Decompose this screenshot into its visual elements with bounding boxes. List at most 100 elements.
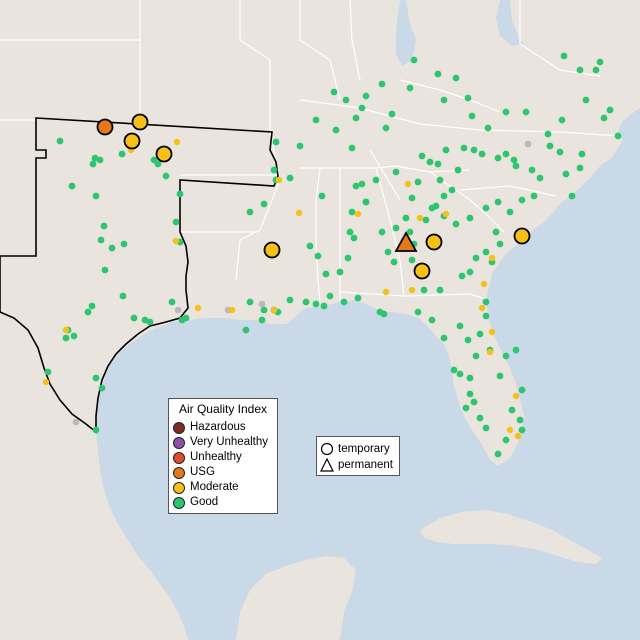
good-site-marker[interactable] xyxy=(556,148,564,156)
good-site-marker[interactable] xyxy=(436,176,444,184)
good-site-marker[interactable] xyxy=(428,204,436,212)
good-site-marker[interactable] xyxy=(442,146,450,154)
moderate-site-marker[interactable] xyxy=(404,180,412,188)
good-site-marker[interactable] xyxy=(378,228,386,236)
moderate-site-marker[interactable] xyxy=(512,392,520,400)
good-site-marker[interactable] xyxy=(92,374,100,382)
good-site-marker[interactable] xyxy=(440,192,448,200)
good-site-marker[interactable] xyxy=(362,198,370,206)
good-site-marker[interactable] xyxy=(512,162,520,170)
good-site-marker[interactable] xyxy=(466,268,474,276)
moderate-site-marker[interactable] xyxy=(488,328,496,336)
good-site-marker[interactable] xyxy=(496,240,504,248)
good-site-marker[interactable] xyxy=(258,316,266,324)
good-site-marker[interactable] xyxy=(476,414,484,422)
good-site-marker[interactable] xyxy=(414,178,422,186)
good-site-marker[interactable] xyxy=(466,214,474,222)
no-data-site-marker[interactable] xyxy=(72,418,80,426)
good-site-marker[interactable] xyxy=(302,298,310,306)
good-site-marker[interactable] xyxy=(408,256,416,264)
moderate-site-marker[interactable] xyxy=(382,288,390,296)
moderate-site-marker[interactable] xyxy=(228,306,236,314)
good-site-marker[interactable] xyxy=(536,174,544,182)
good-site-marker[interactable] xyxy=(592,66,600,74)
good-site-marker[interactable] xyxy=(420,286,428,294)
good-site-marker[interactable] xyxy=(168,298,176,306)
good-site-marker[interactable] xyxy=(414,308,422,316)
good-site-marker[interactable] xyxy=(322,270,330,278)
good-site-marker[interactable] xyxy=(100,222,108,230)
good-site-marker[interactable] xyxy=(484,124,492,132)
good-site-marker[interactable] xyxy=(326,292,334,300)
good-site-marker[interactable] xyxy=(392,224,400,232)
good-site-marker[interactable] xyxy=(506,208,514,216)
moderate-site-marker[interactable] xyxy=(354,210,362,218)
good-site-marker[interactable] xyxy=(464,94,472,102)
good-site-marker[interactable] xyxy=(510,156,518,164)
good-site-marker[interactable] xyxy=(466,374,474,382)
good-site-marker[interactable] xyxy=(494,450,502,458)
good-site-marker[interactable] xyxy=(518,386,526,394)
good-site-marker[interactable] xyxy=(344,254,352,262)
good-site-marker[interactable] xyxy=(312,300,320,308)
good-site-marker[interactable] xyxy=(518,426,526,434)
good-site-marker[interactable] xyxy=(92,192,100,200)
good-site-marker[interactable] xyxy=(546,142,554,150)
good-site-marker[interactable] xyxy=(434,70,442,78)
moderate-site-marker[interactable] xyxy=(194,304,202,312)
good-site-marker[interactable] xyxy=(384,248,392,256)
good-site-marker[interactable] xyxy=(119,292,127,300)
good-site-marker[interactable] xyxy=(530,192,538,200)
moderate-site-marker[interactable] xyxy=(275,176,283,184)
good-site-marker[interactable] xyxy=(388,110,396,118)
moderate-temporary-site-marker[interactable] xyxy=(131,113,149,131)
moderate-site-marker[interactable] xyxy=(488,254,496,262)
good-site-marker[interactable] xyxy=(348,208,356,216)
good-site-marker[interactable] xyxy=(84,308,92,316)
good-site-marker[interactable] xyxy=(306,242,314,250)
good-site-marker[interactable] xyxy=(342,96,350,104)
good-site-marker[interactable] xyxy=(576,164,584,172)
good-site-marker[interactable] xyxy=(502,150,510,158)
good-site-marker[interactable] xyxy=(466,390,474,398)
good-site-marker[interactable] xyxy=(440,96,448,104)
moderate-site-marker[interactable] xyxy=(416,214,424,222)
good-site-marker[interactable] xyxy=(380,310,388,318)
good-site-marker[interactable] xyxy=(318,192,326,200)
good-site-marker[interactable] xyxy=(482,298,490,306)
good-site-marker[interactable] xyxy=(558,116,566,124)
good-site-marker[interactable] xyxy=(472,352,480,360)
good-site-marker[interactable] xyxy=(120,240,128,248)
good-site-marker[interactable] xyxy=(502,436,510,444)
moderate-site-marker[interactable] xyxy=(442,210,450,218)
good-site-marker[interactable] xyxy=(478,150,486,158)
good-site-marker[interactable] xyxy=(418,152,426,160)
good-site-marker[interactable] xyxy=(464,336,472,344)
good-site-marker[interactable] xyxy=(176,190,184,198)
good-site-marker[interactable] xyxy=(362,92,370,100)
good-site-marker[interactable] xyxy=(358,104,366,112)
good-site-marker[interactable] xyxy=(320,302,328,310)
good-site-marker[interactable] xyxy=(568,192,576,200)
good-site-marker[interactable] xyxy=(88,302,96,310)
good-site-marker[interactable] xyxy=(560,52,568,60)
good-site-marker[interactable] xyxy=(336,268,344,276)
good-site-marker[interactable] xyxy=(440,334,448,342)
moderate-site-marker[interactable] xyxy=(172,237,180,245)
good-site-marker[interactable] xyxy=(332,126,340,134)
good-site-marker[interactable] xyxy=(434,160,442,168)
good-site-marker[interactable] xyxy=(428,316,436,324)
good-site-marker[interactable] xyxy=(270,166,278,174)
good-site-marker[interactable] xyxy=(242,326,250,334)
good-site-marker[interactable] xyxy=(406,84,414,92)
moderate-site-marker[interactable] xyxy=(480,280,488,288)
moderate-site-marker[interactable] xyxy=(408,286,416,294)
good-site-marker[interactable] xyxy=(476,330,484,338)
good-site-marker[interactable] xyxy=(130,314,138,322)
usg-temporary-site-marker[interactable] xyxy=(96,118,114,136)
good-site-marker[interactable] xyxy=(596,58,604,66)
moderate-site-marker[interactable] xyxy=(486,348,494,356)
good-site-marker[interactable] xyxy=(350,234,358,242)
good-site-marker[interactable] xyxy=(454,166,462,174)
